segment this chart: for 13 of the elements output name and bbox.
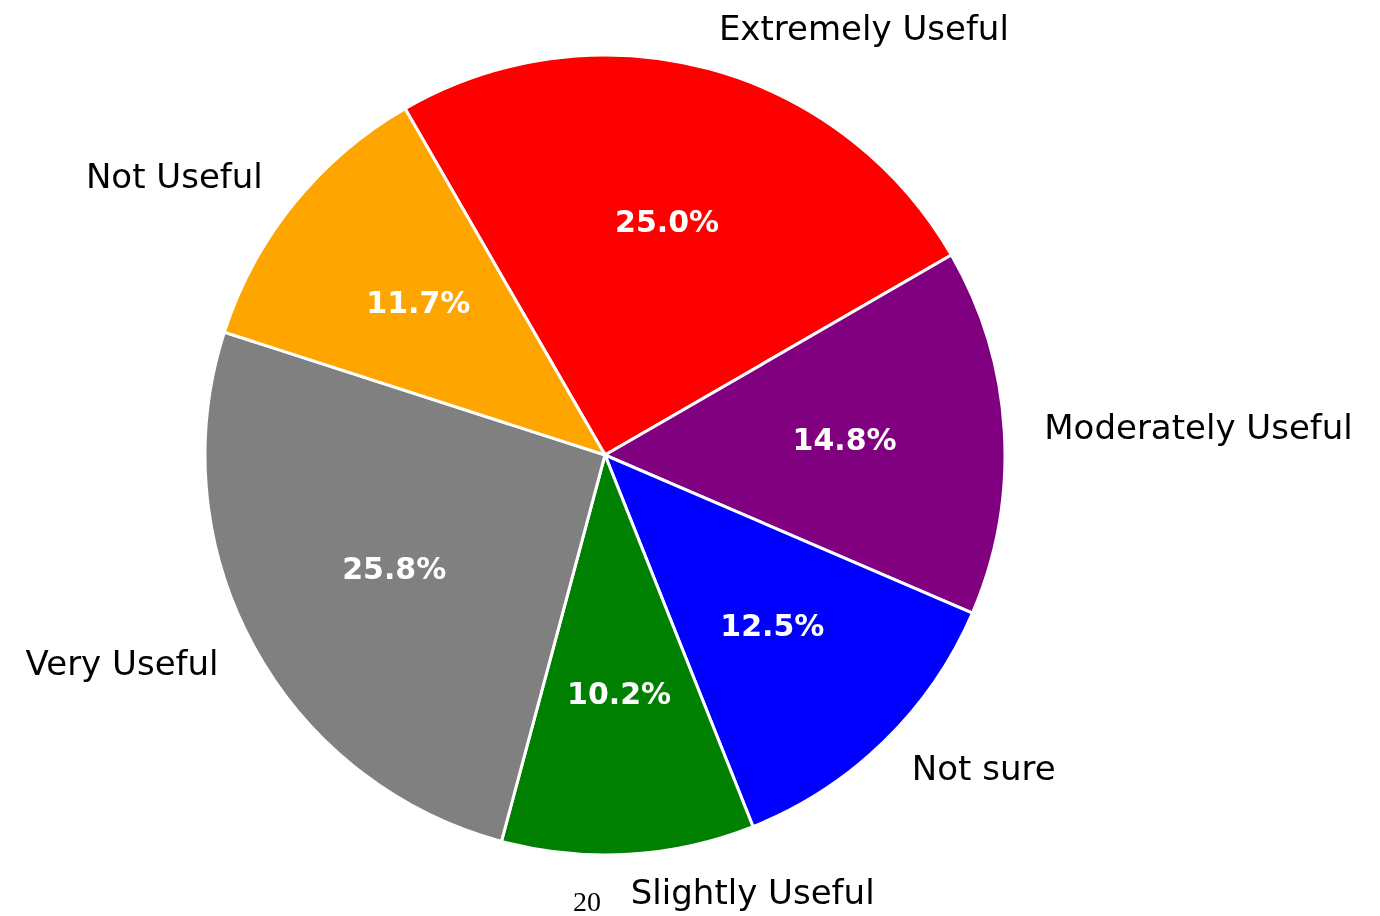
data-label: 25.0% [615,204,720,240]
slice-label: Moderately Useful [1044,407,1353,448]
data-label: 12.5% [720,608,825,643]
data-label: 10.2% [567,675,672,711]
data-label: 11.7% [366,285,471,321]
data-label: 14.8% [792,421,897,457]
text: 20 [573,886,601,916]
data-label: 25.8% [342,550,447,586]
slice-label: Very Useful [25,643,219,684]
slice-label: Extremely Useful [718,7,1009,48]
slice-label: Slightly Useful [630,872,875,913]
slice-label: Not Useful [85,156,263,197]
slice-label: Not sure [911,748,1056,789]
